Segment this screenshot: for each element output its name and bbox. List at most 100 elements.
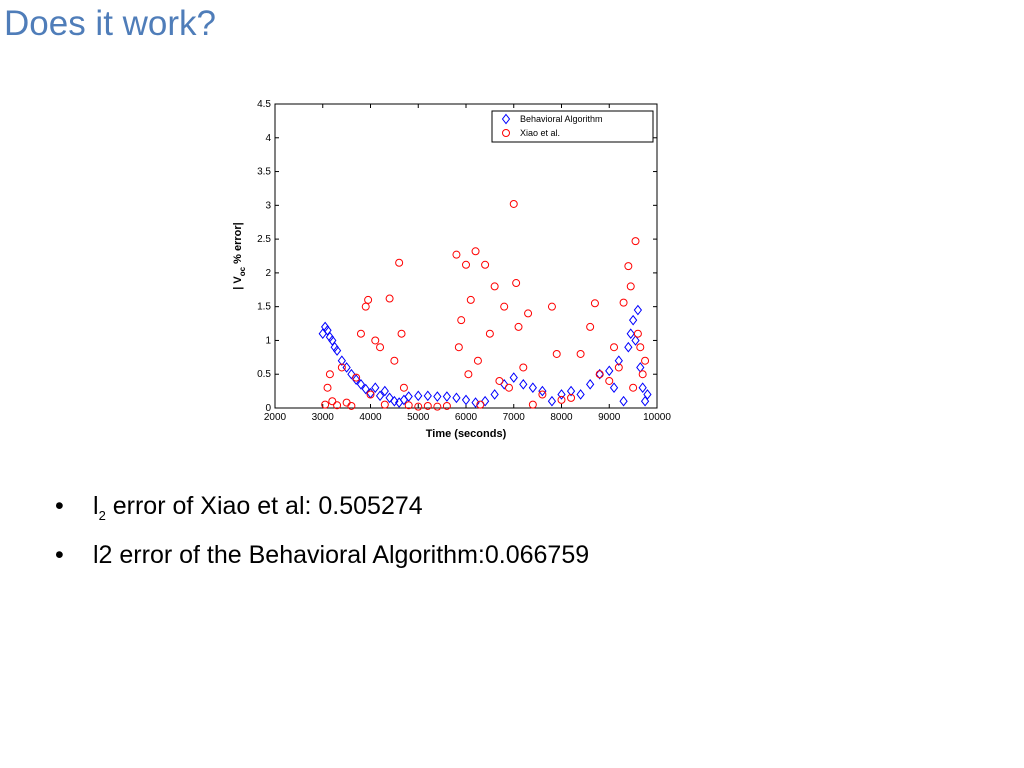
bullet: l2 error of the Behavioral Algorithm:0.0… [55, 541, 589, 570]
data-point [500, 302, 509, 311]
data-point [552, 349, 561, 358]
y-tick-label: 0 [265, 403, 271, 414]
data-point [414, 390, 423, 402]
y-tick-label: 4 [265, 133, 271, 144]
data-point [631, 335, 640, 346]
data-point [471, 397, 480, 408]
data-point [638, 382, 647, 394]
data-point [454, 343, 463, 352]
data-point [500, 379, 509, 390]
data-point [395, 258, 404, 267]
x-axis-label: Time (seconds) [426, 428, 507, 440]
data-point [457, 316, 466, 325]
legend-label: Xiao et al. [520, 128, 560, 138]
data-point [590, 299, 599, 308]
data-point [376, 343, 385, 352]
data-point [640, 395, 650, 407]
data-point [390, 395, 399, 407]
data-point [633, 304, 643, 316]
data-point [356, 329, 365, 338]
data-point [471, 247, 480, 256]
y-tick-label: 0.5 [257, 369, 271, 380]
data-point [547, 395, 557, 407]
data-point [528, 400, 537, 409]
data-point [609, 382, 619, 394]
data-point [328, 397, 337, 406]
data-point [605, 365, 614, 377]
x-tick-label: 3000 [312, 412, 335, 423]
data-point [519, 379, 528, 390]
data-point [509, 199, 518, 208]
x-tick-label: 8000 [550, 412, 573, 423]
data-point [586, 379, 595, 390]
data-point [636, 343, 645, 352]
bullet-text: l [93, 492, 99, 520]
data-point [638, 370, 647, 379]
data-point [414, 402, 423, 411]
y-tick-label: 2 [265, 268, 271, 279]
data-point [595, 370, 604, 379]
data-point [397, 329, 406, 338]
data-point [633, 329, 642, 338]
legend-marker [501, 113, 511, 125]
data-point [641, 356, 650, 365]
y-label-sub: oc [238, 266, 247, 276]
data-point [538, 385, 547, 397]
data-point [524, 309, 533, 318]
data-point [614, 363, 623, 372]
y-axis-label: | Voc % error| [232, 222, 247, 289]
bullet-text: l2 error of the Behavioral Algorithm:0.0… [93, 541, 590, 569]
x-tick-label: 2000 [264, 412, 287, 423]
legend-marker [502, 129, 510, 137]
data-point [538, 390, 547, 399]
data-point [404, 391, 413, 402]
data-point [586, 322, 595, 331]
data-point [464, 370, 473, 379]
data-point [442, 391, 452, 402]
data-point [433, 402, 442, 411]
data-point [481, 260, 490, 269]
data-point [321, 400, 330, 409]
data-point [509, 372, 518, 383]
data-point [342, 362, 351, 373]
data-point [385, 294, 394, 303]
data-point [624, 262, 633, 271]
data-point [495, 376, 504, 385]
data-point [576, 389, 585, 400]
data-point [364, 295, 373, 304]
data-point [433, 391, 442, 402]
legend-box [491, 110, 654, 143]
data-point [371, 382, 380, 394]
data-point [490, 389, 499, 400]
data-point [361, 302, 370, 311]
data-point [366, 390, 375, 399]
bullet-subscript: 2 [98, 508, 106, 523]
data-point [352, 373, 361, 382]
data-point [323, 324, 332, 336]
y-label-main: | V [232, 276, 244, 290]
legend-label: Behavioral Algorithm [520, 114, 603, 124]
x-tick-label: 10000 [643, 412, 671, 423]
y-tick-label: 1.5 [257, 302, 271, 313]
data-point [547, 302, 556, 311]
data-point [619, 395, 628, 407]
data-point [332, 345, 342, 356]
bullet-text: error of Xiao et al: 0.505274 [105, 492, 423, 520]
data-point [624, 341, 633, 353]
data-point [375, 390, 385, 402]
data-point [352, 374, 361, 385]
x-tick-label: 7000 [503, 412, 526, 423]
data-point [390, 356, 399, 365]
data-point [452, 250, 461, 259]
data-point [619, 298, 628, 307]
data-point [371, 336, 380, 345]
data-point [519, 363, 528, 372]
data-point [462, 260, 470, 269]
data-point [473, 356, 482, 365]
data-point [328, 335, 337, 346]
plot-frame [274, 103, 658, 409]
data-point [504, 383, 513, 392]
data-point [626, 328, 635, 340]
data-point [512, 279, 521, 288]
x-tick-label: 5000 [407, 412, 430, 423]
